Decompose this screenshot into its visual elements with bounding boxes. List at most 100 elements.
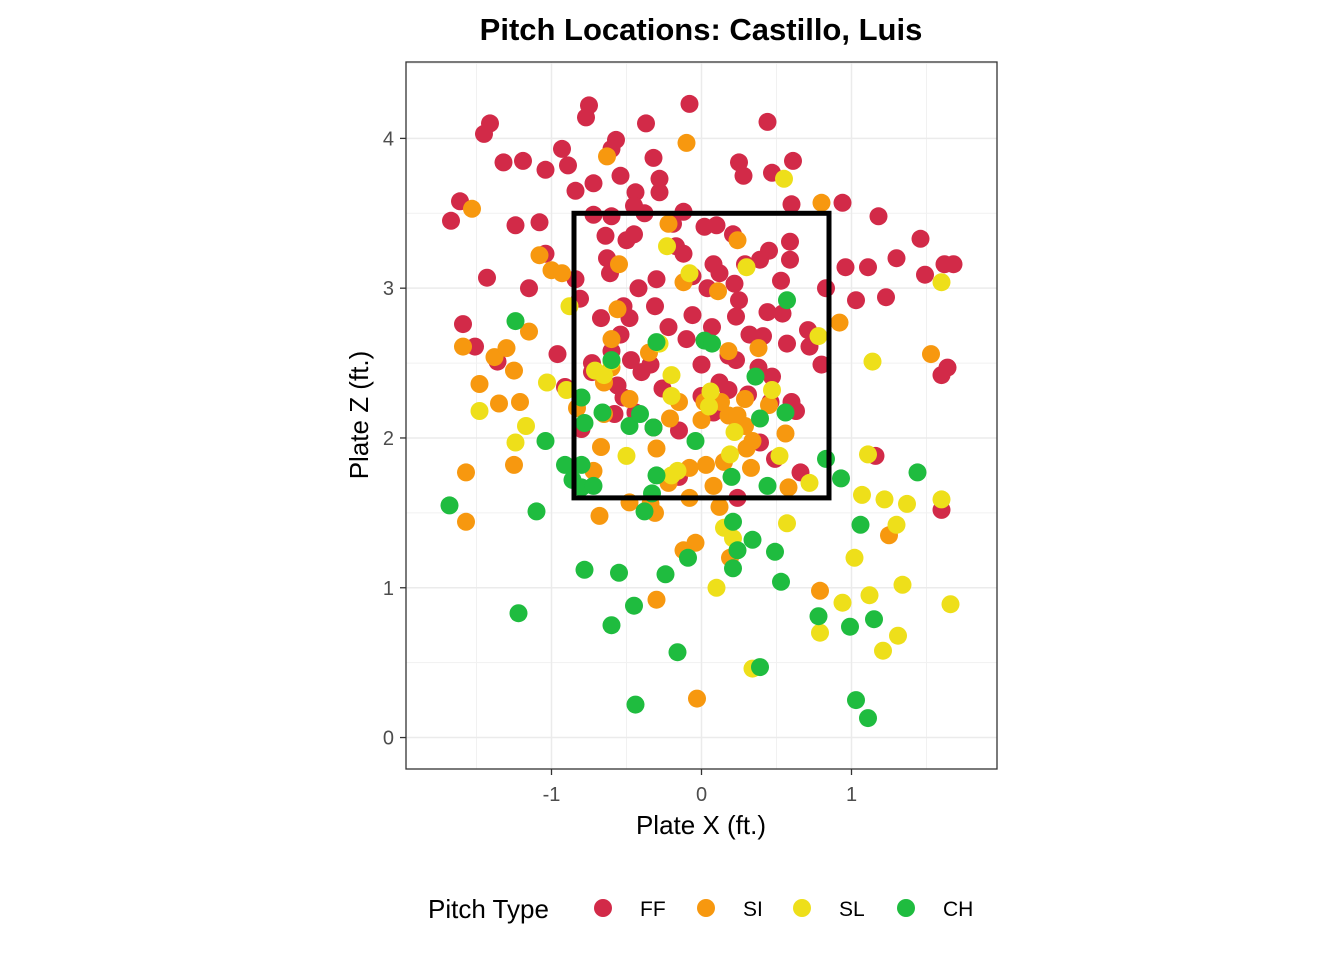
data-point-ch xyxy=(584,476,603,495)
data-point-sl xyxy=(775,169,793,188)
data-point-si xyxy=(470,375,489,393)
data-point-si xyxy=(454,337,472,356)
data-point-si xyxy=(779,478,798,497)
legend-label-si: SI xyxy=(743,898,763,921)
data-point-ff xyxy=(911,229,930,248)
data-point-si xyxy=(737,439,756,458)
data-point-sl xyxy=(517,417,535,435)
data-point-sl xyxy=(889,626,907,645)
legend: Pitch Type FF SI SL CH xyxy=(428,894,973,924)
data-point-ff xyxy=(740,325,759,344)
data-point-si xyxy=(620,390,639,408)
data-point-ch xyxy=(631,405,649,423)
data-point-ff xyxy=(548,345,567,364)
data-point-ch xyxy=(593,403,612,422)
legend-key-ch xyxy=(897,899,915,917)
data-point-sl xyxy=(725,423,744,441)
data-point-ch xyxy=(724,512,742,531)
data-point-si xyxy=(692,411,711,429)
data-point-si xyxy=(553,264,571,283)
legend-key-si xyxy=(697,899,715,917)
data-point-si xyxy=(520,322,538,341)
data-point-ff xyxy=(644,148,663,167)
data-point-ch xyxy=(647,466,666,485)
data-point-ff xyxy=(836,258,855,277)
data-point-ff xyxy=(772,271,790,290)
data-point-si xyxy=(686,533,705,552)
data-point-si xyxy=(719,342,738,361)
data-point-si xyxy=(457,512,475,531)
data-point-sl xyxy=(809,327,828,346)
data-point-si xyxy=(677,133,696,152)
data-point-ff xyxy=(553,139,571,158)
data-point-ff xyxy=(781,232,799,251)
data-point-ch xyxy=(575,414,594,432)
data-point-si xyxy=(704,476,723,495)
data-point-ch xyxy=(668,643,687,662)
legend-key-ff xyxy=(594,899,612,917)
data-point-si xyxy=(497,339,516,358)
data-point-ff xyxy=(758,303,777,322)
data-point-sl xyxy=(932,273,951,292)
data-point-si xyxy=(742,458,760,477)
data-point-ch xyxy=(620,417,639,435)
data-point-ch xyxy=(766,542,784,561)
data-point-sl xyxy=(737,258,756,277)
data-point-ff xyxy=(536,160,555,179)
data-point-ch xyxy=(572,455,591,474)
data-point-sl xyxy=(853,485,871,504)
data-point-ch xyxy=(635,502,654,521)
data-point-sl xyxy=(701,382,720,401)
data-point-sl xyxy=(506,433,525,452)
data-point-si xyxy=(659,214,678,233)
data-point-ff xyxy=(632,363,651,382)
data-point-ff xyxy=(877,288,895,307)
y-axis-title: Plate Z (ft.) xyxy=(344,351,374,480)
data-point-si xyxy=(511,393,529,411)
data-point-ff xyxy=(566,181,585,200)
data-point-sl xyxy=(617,446,636,465)
data-point-si xyxy=(688,689,706,708)
data-point-ff xyxy=(637,114,655,133)
data-point-ch xyxy=(751,658,769,677)
data-point-ff xyxy=(812,355,831,374)
data-point-ff xyxy=(680,94,699,113)
data-point-sl xyxy=(763,381,781,399)
data-point-ch xyxy=(602,616,621,635)
data-point-ff xyxy=(646,297,664,316)
data-point-si xyxy=(709,282,727,301)
data-point-ff xyxy=(647,270,666,289)
data-point-ch xyxy=(772,572,790,591)
data-point-ff xyxy=(833,193,852,212)
data-point-si xyxy=(598,147,616,166)
data-point-ch xyxy=(724,559,742,578)
data-point-ff xyxy=(530,213,549,232)
data-point-ch xyxy=(626,695,645,714)
data-point-ch xyxy=(743,530,762,549)
data-point-ff xyxy=(659,318,678,337)
data-point-sl xyxy=(707,578,726,597)
legend-title: Pitch Type xyxy=(428,894,549,924)
data-point-sl xyxy=(662,466,681,485)
legend-key-sl xyxy=(793,899,811,917)
data-point-si xyxy=(922,345,940,364)
data-point-si xyxy=(728,406,747,425)
y-tick-label: 1 xyxy=(383,578,394,600)
data-point-ch xyxy=(746,367,765,386)
data-point-ff xyxy=(683,306,702,325)
data-point-si xyxy=(602,330,621,349)
data-point-ff xyxy=(778,334,796,353)
data-point-ch xyxy=(728,541,747,560)
data-point-ch xyxy=(656,565,675,584)
data-point-ff xyxy=(859,258,877,277)
data-point-si xyxy=(728,231,747,250)
data-point-ff xyxy=(674,244,693,263)
data-point-si xyxy=(812,193,831,212)
plot-panel: -1 0 1 0 1 2 3 4 xyxy=(383,61,998,806)
data-point-ch xyxy=(841,617,859,636)
data-point-ff xyxy=(782,195,801,214)
data-point-ff xyxy=(677,330,696,349)
data-point-ff xyxy=(817,279,835,298)
data-point-ch xyxy=(527,502,546,521)
